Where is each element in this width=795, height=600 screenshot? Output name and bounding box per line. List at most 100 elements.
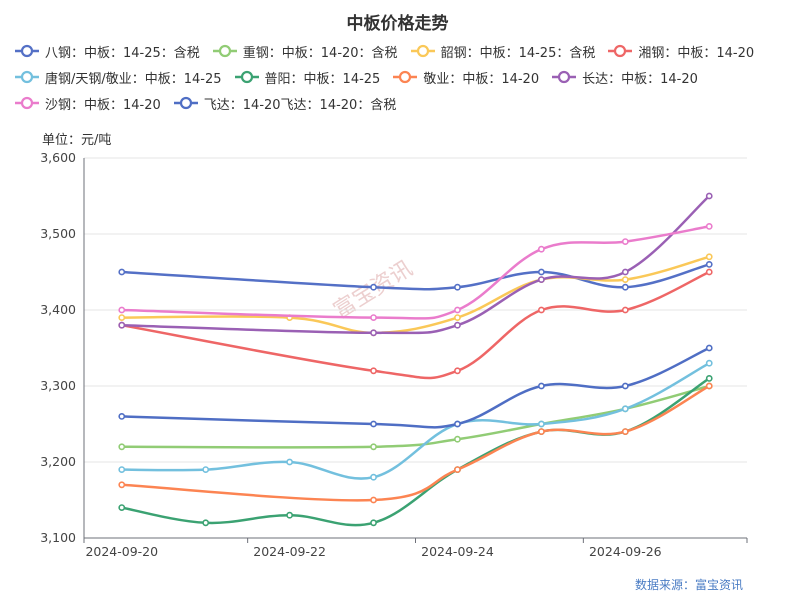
legend-label: 湘钢：中板：14-20 <box>638 45 755 61</box>
data-point[interactable] <box>454 420 461 428</box>
data-point[interactable] <box>621 238 629 245</box>
data-point[interactable] <box>370 314 377 321</box>
data-point[interactable] <box>202 519 210 527</box>
legend-swatch-icon <box>410 44 435 58</box>
series-9 <box>118 222 713 321</box>
data-point[interactable] <box>118 466 126 473</box>
data-point[interactable] <box>370 473 377 481</box>
legend-item[interactable]: 湘钢：中板：14-20 <box>607 42 754 61</box>
y-tick-label: 3,100 <box>40 530 76 545</box>
data-point[interactable] <box>621 428 629 435</box>
data-point[interactable] <box>537 428 545 435</box>
data-point[interactable] <box>621 306 629 314</box>
data-point[interactable] <box>537 276 545 283</box>
legend-item[interactable]: 长达：中板：14-20 <box>551 68 698 87</box>
legend-label: 重钢：中板：14-20：含税 <box>242 45 398 61</box>
legend-item[interactable]: 敬业：中板：14-20 <box>392 68 539 87</box>
series-line <box>121 263 710 291</box>
legend-item[interactable]: 八钢：中板：14-25：含税 <box>14 42 200 61</box>
legend-item[interactable]: 普阳：中板：14-25 <box>234 68 381 87</box>
legend-label: 韶钢：中板：14-25：含税 <box>440 45 596 61</box>
legend-item[interactable]: 沙钢：中板：14-20 <box>14 94 161 113</box>
legend-label: 唐钢/天钢/敬业：中板：14-25 <box>45 71 222 87</box>
data-point[interactable] <box>370 420 377 428</box>
series-10 <box>118 344 713 429</box>
data-point[interactable] <box>118 504 126 511</box>
data-point[interactable] <box>537 268 545 276</box>
data-point[interactable] <box>621 283 629 291</box>
series-line <box>121 225 710 320</box>
series-3 <box>118 253 713 337</box>
data-point[interactable] <box>621 276 629 283</box>
chart-legend: 八钢：中板：14-25：含税 重钢：中板：14-20：含税 韶钢：中板：14-25：… <box>14 38 794 116</box>
legend-swatch-icon <box>212 44 237 58</box>
data-point[interactable] <box>370 496 377 504</box>
series-8 <box>118 192 713 337</box>
data-point[interactable] <box>454 435 461 443</box>
data-point[interactable] <box>705 359 713 367</box>
data-point[interactable] <box>705 253 713 261</box>
y-tick-label: 3,300 <box>40 378 76 393</box>
data-point[interactable] <box>537 420 545 428</box>
data-point[interactable] <box>202 466 210 473</box>
data-point[interactable] <box>705 268 713 276</box>
legend-item[interactable]: 韶钢：中板：14-25：含税 <box>410 42 596 61</box>
series-2 <box>118 382 713 451</box>
data-point[interactable] <box>454 283 461 291</box>
data-point[interactable] <box>621 405 629 413</box>
legend-row-3: 沙钢：中板：14-20 飞达：14-20飞达：14-20：含税 <box>14 90 794 116</box>
data-point[interactable] <box>118 443 126 451</box>
data-point[interactable] <box>370 519 377 527</box>
data-point[interactable] <box>537 245 545 253</box>
legend-swatch-icon <box>393 70 418 84</box>
data-point[interactable] <box>370 443 377 451</box>
data-point[interactable] <box>118 481 126 489</box>
legend-label: 八钢：中板：14-25：含税 <box>45 45 200 61</box>
y-tick-label: 3,500 <box>40 226 76 241</box>
chart-title: 中板价格走势 <box>346 14 449 34</box>
data-point[interactable] <box>118 314 126 321</box>
legend-item[interactable]: 重钢：中板：14-20：含税 <box>212 42 398 61</box>
data-point[interactable] <box>621 382 629 390</box>
data-point[interactable] <box>621 268 629 276</box>
y-tick-label: 3,200 <box>40 454 76 469</box>
x-tick-label: 2024-09-24 <box>421 544 494 559</box>
x-tick-label: 2024-09-20 <box>85 544 158 559</box>
data-point[interactable] <box>118 321 126 329</box>
data-point[interactable] <box>370 367 377 375</box>
data-point[interactable] <box>454 321 461 329</box>
legend-swatch-icon <box>608 44 633 58</box>
legend-item[interactable]: 飞达：14-20飞达：14-20：含税 <box>173 94 396 113</box>
data-point[interactable] <box>705 382 713 390</box>
data-point[interactable] <box>454 367 461 375</box>
data-point[interactable] <box>454 314 461 321</box>
data-point[interactable] <box>705 344 713 352</box>
data-point[interactable] <box>705 192 713 200</box>
data-point[interactable] <box>454 466 461 473</box>
series-line <box>121 384 710 502</box>
data-point[interactable] <box>705 260 713 268</box>
series-line <box>121 195 711 335</box>
data-point[interactable] <box>118 412 126 420</box>
data-source-label: 数据来源：富宝资讯 <box>634 578 743 592</box>
data-point[interactable] <box>370 329 377 337</box>
data-point[interactable] <box>454 306 461 314</box>
data-point[interactable] <box>705 222 713 230</box>
data-point[interactable] <box>370 283 377 291</box>
legend-swatch-icon <box>234 70 259 84</box>
data-point[interactable] <box>537 306 545 314</box>
series-7 <box>118 382 713 504</box>
legend-label: 沙钢：中板：14-20 <box>45 97 161 113</box>
data-point[interactable] <box>705 374 713 382</box>
series-1 <box>118 260 713 291</box>
data-point[interactable] <box>286 458 294 466</box>
legend-item[interactable]: 唐钢/天钢/敬业：中板：14-25 <box>14 68 222 87</box>
data-point[interactable] <box>118 306 126 314</box>
legend-label: 普阳：中板：14-25 <box>264 71 381 87</box>
x-tick-label: 2024-09-22 <box>253 544 326 559</box>
data-point[interactable] <box>286 511 294 519</box>
x-tick-label: 2024-09-26 <box>589 544 662 559</box>
data-point[interactable] <box>537 382 545 390</box>
data-point[interactable] <box>118 268 126 276</box>
